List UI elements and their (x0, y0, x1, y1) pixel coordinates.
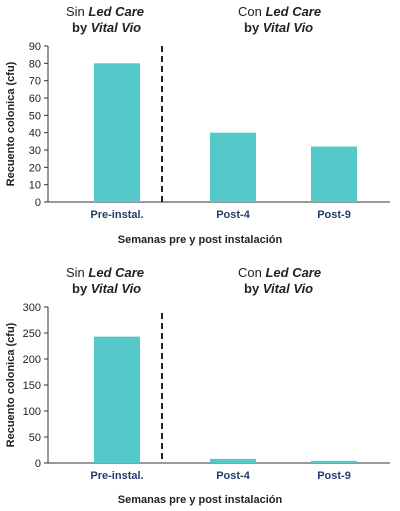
group-title-line2: by Vital Vio (72, 20, 141, 35)
y-tick-label: 70 (29, 76, 41, 88)
y-tick-label: 50 (29, 432, 41, 444)
y-tick-label: 0 (35, 458, 41, 470)
group-title-company: Vital Vio (91, 20, 141, 35)
y-axis-label: Recuento colonica (cfu) (5, 322, 17, 447)
group-title-company: Vital Vio (91, 281, 141, 296)
group-title-brand: Led Care (88, 4, 144, 19)
group-title-line2: by Vital Vio (244, 281, 313, 296)
bar-1 (94, 336, 140, 463)
group-title-by: by (72, 281, 91, 296)
group-title-company: Vital Vio (263, 20, 313, 35)
bar-2 (210, 132, 256, 202)
group-title-prefix: Con (238, 4, 265, 19)
group-title-line1: Con Led Care (238, 4, 321, 19)
group-title-line1: Sin Led Care (66, 265, 144, 280)
y-tick-label: 150 (23, 380, 41, 392)
y-tick-label: 20 (29, 162, 41, 174)
group-title-line1: Con Led Care (238, 265, 321, 280)
bar-3 (311, 460, 357, 463)
group-title-prefix: Con (238, 265, 265, 280)
x-tick-label: Post-9 (317, 209, 351, 221)
y-tick-label: 200 (23, 354, 41, 366)
group-title-brand: Led Care (88, 265, 144, 280)
y-axis-label: Recuento colonica (cfu) (5, 61, 17, 186)
x-tick-label: Pre-instal. (90, 209, 143, 221)
y-tick-label: 50 (29, 110, 41, 122)
group-title-brand: Led Care (265, 265, 321, 280)
group-title-company: Vital Vio (263, 281, 313, 296)
group-title-brand: Led Care (265, 4, 321, 19)
x-tick-label: Post-4 (216, 470, 251, 482)
x-axis-label: Semanas pre y post instalación (118, 234, 283, 246)
group-title-by: by (244, 20, 263, 35)
y-tick-label: 300 (23, 302, 41, 314)
group-title-line2: by Vital Vio (72, 281, 141, 296)
bar-1 (94, 63, 140, 203)
group-title-by: by (244, 281, 263, 296)
x-axis-label: Semanas pre y post instalación (118, 494, 283, 506)
x-tick-label: Post-9 (317, 470, 351, 482)
y-tick-label: 30 (29, 145, 41, 157)
y-tick-label: 0 (35, 197, 41, 209)
x-tick-label: Post-4 (216, 209, 251, 221)
group-title-prefix: Sin (66, 4, 88, 19)
bar-3 (311, 146, 357, 202)
y-tick-label: 40 (29, 128, 41, 140)
bar-2 (210, 458, 256, 463)
y-tick-label: 100 (23, 406, 41, 418)
group-title-prefix: Sin (66, 265, 88, 280)
y-tick-label: 90 (29, 41, 41, 53)
y-tick-label: 250 (23, 328, 41, 340)
y-tick-label: 60 (29, 93, 41, 105)
y-tick-label: 10 (29, 180, 41, 192)
group-title-line2: by Vital Vio (244, 20, 313, 35)
y-tick-label: 80 (29, 58, 41, 70)
group-title-line1: Sin Led Care (66, 4, 144, 19)
x-tick-label: Pre-instal. (90, 470, 143, 482)
group-title-by: by (72, 20, 91, 35)
